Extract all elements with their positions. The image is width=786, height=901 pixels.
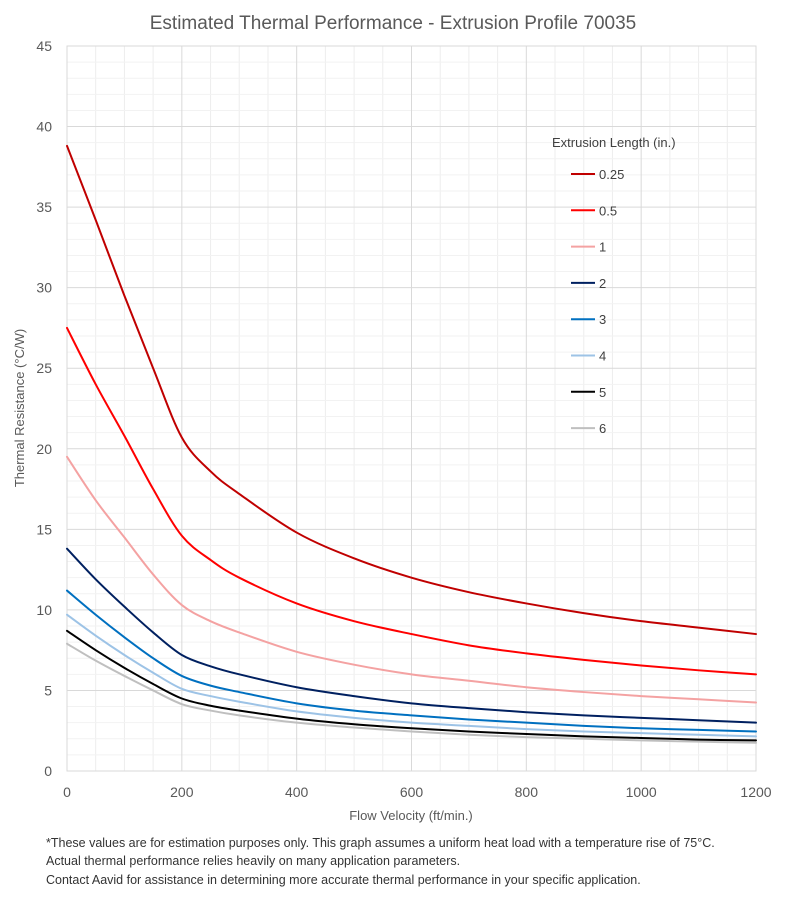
grid-lines: [66, 45, 757, 772]
legend: Extrusion Length (in.) 0.25 0.5 1 2 3 4 5 6: [552, 135, 676, 436]
y-tick-label: 40: [36, 119, 52, 135]
footnote-line-1: *These values are for estimation purpose…: [46, 836, 715, 850]
legend-label: 0.5: [599, 203, 617, 218]
y-tick-label: 5: [44, 682, 52, 698]
series-line-4: [66, 613, 757, 738]
series-line-0-25: [66, 144, 757, 636]
legend-label: 0.25: [599, 167, 624, 182]
x-tick-labels: 0 200 400 600 800 1000 1200: [63, 784, 772, 800]
legend-label: 2: [599, 276, 606, 291]
series-line-5: [66, 629, 757, 742]
x-tick-label: 600: [400, 784, 424, 800]
x-tick-label: 1000: [626, 784, 657, 800]
x-tick-label: 800: [515, 784, 539, 800]
footnote-line-3: Contact Aavid for assistance in determin…: [46, 873, 641, 887]
series-line-2: [66, 547, 757, 724]
legend-label: 6: [599, 421, 606, 436]
series-line-1: [66, 455, 757, 704]
series-line-0-5: [66, 326, 757, 676]
y-tick-label: 30: [36, 280, 52, 296]
y-tick-label: 20: [36, 441, 52, 457]
legend-label: 1: [599, 240, 606, 255]
series-lines: [66, 144, 757, 744]
y-tick-label: 0: [44, 763, 52, 779]
legend-title: Extrusion Length (in.): [552, 135, 676, 150]
y-tick-label: 45: [36, 38, 52, 54]
y-tick-labels: 0 5 10 15 20 25 30 35 40 45: [36, 38, 52, 779]
x-axis-label: Flow Velocity (ft/min.): [349, 808, 473, 823]
y-tick-label: 25: [36, 360, 52, 376]
y-tick-label: 35: [36, 199, 52, 215]
legend-label: 4: [599, 349, 606, 364]
footnote-line-2: Actual thermal performance relies heavil…: [46, 854, 461, 868]
x-tick-label: 400: [285, 784, 309, 800]
legend-label: 3: [599, 312, 606, 327]
x-tick-label: 0: [63, 784, 71, 800]
y-tick-label: 15: [36, 521, 52, 537]
legend-label: 5: [599, 385, 606, 400]
series-line-6: [66, 642, 757, 744]
x-tick-label: 1200: [740, 784, 771, 800]
series-line-3: [66, 589, 757, 733]
y-axis-label: Thermal Resistance (°C/W): [12, 329, 27, 487]
x-tick-label: 200: [170, 784, 194, 800]
chart-title: Estimated Thermal Performance - Extrusio…: [150, 13, 636, 34]
y-tick-label: 10: [36, 602, 52, 618]
plot-area: [66, 45, 757, 772]
